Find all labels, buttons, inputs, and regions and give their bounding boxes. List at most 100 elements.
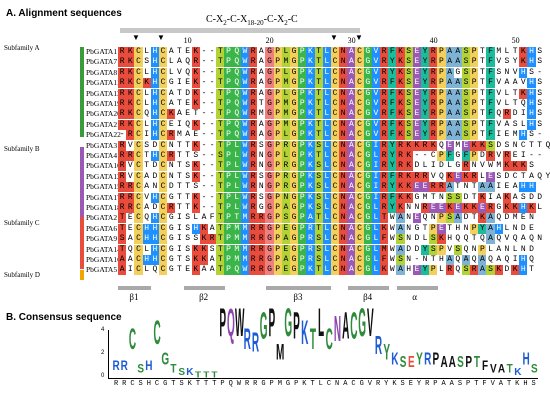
residue: R bbox=[306, 234, 315, 245]
residue: W bbox=[240, 78, 249, 89]
residue: F bbox=[388, 119, 397, 130]
residue: D bbox=[150, 161, 159, 172]
residue: L bbox=[502, 47, 511, 57]
residue: H bbox=[150, 67, 159, 78]
residue: L bbox=[167, 57, 176, 68]
residue: N bbox=[150, 182, 159, 193]
residue: E bbox=[126, 223, 135, 234]
residue: I bbox=[494, 182, 503, 193]
residue: S bbox=[191, 151, 200, 161]
residue: S bbox=[404, 119, 413, 130]
consensus-residue: M bbox=[277, 380, 282, 388]
residue: Q bbox=[142, 109, 151, 120]
residue: A bbox=[126, 255, 135, 265]
residue: R bbox=[306, 244, 315, 255]
residue: S bbox=[314, 203, 323, 213]
consensus-residue: T bbox=[212, 380, 217, 388]
residue: G bbox=[265, 171, 274, 182]
residue: L bbox=[281, 47, 290, 57]
residue: Q bbox=[437, 140, 446, 151]
residue: G bbox=[363, 234, 372, 245]
residue: I bbox=[371, 192, 380, 203]
residue: A bbox=[347, 47, 356, 57]
residue: L bbox=[142, 265, 151, 276]
logo-letter: G bbox=[358, 304, 366, 348]
residue: - bbox=[209, 192, 215, 202]
residue: C bbox=[158, 265, 168, 276]
residue: S bbox=[257, 192, 266, 203]
residue: S bbox=[404, 99, 413, 109]
residue: S bbox=[461, 88, 471, 99]
residue: P bbox=[224, 151, 233, 161]
residue: A bbox=[142, 203, 151, 213]
residue: K bbox=[306, 78, 315, 89]
residue: A bbox=[281, 203, 290, 213]
residue: F bbox=[388, 47, 397, 57]
section-a-heading: A. Alignment sequences bbox=[6, 8, 122, 19]
residue: P bbox=[429, 265, 438, 276]
subfamily-b-label: Subfamily B bbox=[4, 145, 40, 153]
residue: A bbox=[257, 119, 266, 130]
residue: G bbox=[265, 88, 274, 99]
residue: W bbox=[240, 88, 249, 99]
residue: F bbox=[388, 130, 397, 141]
residue: A bbox=[461, 255, 471, 265]
logo-letter: T bbox=[203, 371, 210, 380]
residue: A bbox=[347, 203, 356, 213]
residue: V bbox=[126, 171, 135, 182]
residue: R bbox=[126, 130, 135, 141]
sequence-name: PbGATA20 bbox=[86, 109, 121, 119]
residue: P bbox=[437, 47, 446, 57]
residue: K bbox=[396, 182, 405, 193]
residue: G bbox=[289, 161, 299, 172]
consensus-residue: V bbox=[367, 380, 372, 388]
residue: T bbox=[453, 182, 462, 193]
residue: N bbox=[470, 244, 479, 255]
residue: N bbox=[339, 88, 348, 99]
residue: C bbox=[330, 171, 340, 182]
residue: - bbox=[209, 119, 215, 129]
residue: A bbox=[183, 130, 192, 141]
residue: L bbox=[420, 234, 430, 245]
residue: Q bbox=[437, 171, 446, 182]
logo-letter: C bbox=[128, 325, 137, 358]
residue: T bbox=[478, 130, 487, 141]
residue: E bbox=[412, 119, 421, 130]
residue: A bbox=[347, 244, 356, 255]
residue: I bbox=[175, 213, 184, 224]
logo-letter: C bbox=[153, 316, 161, 354]
residue: G bbox=[289, 88, 299, 99]
residue: G bbox=[265, 255, 274, 265]
residue: Y bbox=[420, 67, 430, 78]
logo-letter: P bbox=[432, 350, 440, 370]
residue: R bbox=[118, 67, 127, 78]
residue: R bbox=[257, 244, 266, 255]
residue: - bbox=[209, 151, 215, 160]
residue: K bbox=[396, 47, 405, 57]
residue: R bbox=[249, 265, 258, 276]
residue: R bbox=[420, 140, 430, 151]
residue: G bbox=[363, 203, 372, 213]
residue: K bbox=[126, 119, 135, 130]
residue: T bbox=[183, 151, 192, 161]
residue: P bbox=[470, 119, 479, 130]
residue: G bbox=[363, 130, 372, 141]
residue: C bbox=[158, 192, 168, 203]
residue: K bbox=[437, 234, 446, 245]
residue: S bbox=[183, 171, 192, 182]
residue: L bbox=[371, 244, 380, 255]
residue: A bbox=[478, 265, 487, 276]
residue: Q bbox=[502, 255, 511, 265]
residue: T bbox=[175, 161, 184, 172]
residue: N bbox=[339, 130, 348, 141]
residue: K bbox=[191, 244, 200, 255]
residue: T bbox=[216, 192, 225, 203]
residue: K bbox=[461, 203, 471, 213]
residue: A bbox=[347, 213, 356, 224]
residue: L bbox=[191, 213, 200, 224]
residue: C bbox=[355, 47, 364, 57]
logo-letter: K bbox=[186, 367, 194, 378]
consensus-residue: V bbox=[490, 380, 495, 388]
